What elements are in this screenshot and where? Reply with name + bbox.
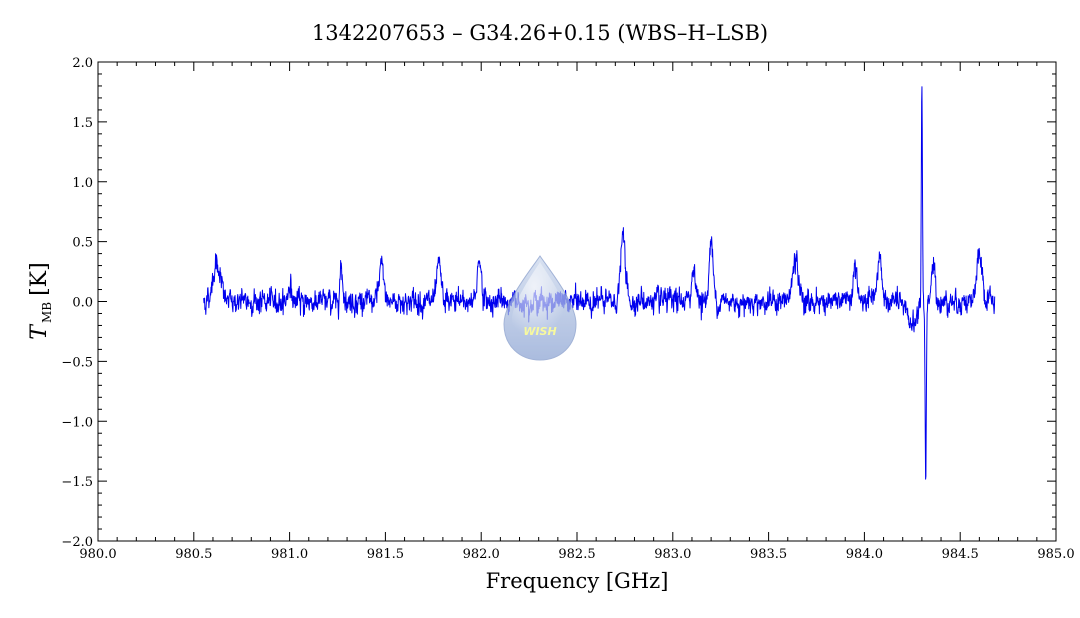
y-tick-label: −0.5 <box>61 355 93 370</box>
x-tick-label: 984.5 <box>942 547 979 562</box>
x-tick-label: 982.5 <box>558 547 595 562</box>
x-tick-label: 980.0 <box>79 547 116 562</box>
logo-text: WISH <box>523 325 556 338</box>
y-tick-label: −1.0 <box>61 415 93 430</box>
y-tick-labels: −2.0 −1.5 −1.0 −0.5 0.0 0.5 1.0 1.5 2.0 <box>61 56 93 550</box>
y-axis-label: TMB [K] <box>27 262 54 339</box>
chart-title: 1342207653 – G34.26+0.15 (WBS–H–LSB) <box>312 21 768 45</box>
y-tick-label: 0.5 <box>72 236 93 251</box>
x-tick-label: 985.0 <box>1037 547 1074 562</box>
y-tick-label: −1.5 <box>61 475 93 490</box>
y-tick-label: 1.5 <box>72 116 93 131</box>
x-tick-label: 983.0 <box>654 547 691 562</box>
y-axis-label-symbol: T <box>27 323 52 340</box>
y-tick-label: 2.0 <box>72 56 93 71</box>
x-tick-label: 981.5 <box>367 547 404 562</box>
spectrum-series-line <box>202 86 996 480</box>
x-tick-label: 981.0 <box>271 547 308 562</box>
y-tick-label: −2.0 <box>61 535 93 550</box>
x-tick-label: 980.5 <box>175 547 212 562</box>
x-axis-label: Frequency [GHz] <box>486 569 669 593</box>
wish-logo: WISH <box>503 255 577 361</box>
y-axis-label-subscript: MB <box>40 302 54 323</box>
x-tick-label: 982.0 <box>463 547 500 562</box>
y-tick-label: 0.0 <box>72 296 93 311</box>
y-tick-label: 1.0 <box>72 176 93 191</box>
y-axis-label-unit: [K] <box>27 262 52 296</box>
x-tick-labels: 980.0 980.5 981.0 981.5 982.0 982.5 983.0 983.5… <box>79 547 1074 562</box>
x-tick-label: 984.0 <box>846 547 883 562</box>
plot-frame <box>97 61 1057 542</box>
x-tick-label: 983.5 <box>750 547 787 562</box>
